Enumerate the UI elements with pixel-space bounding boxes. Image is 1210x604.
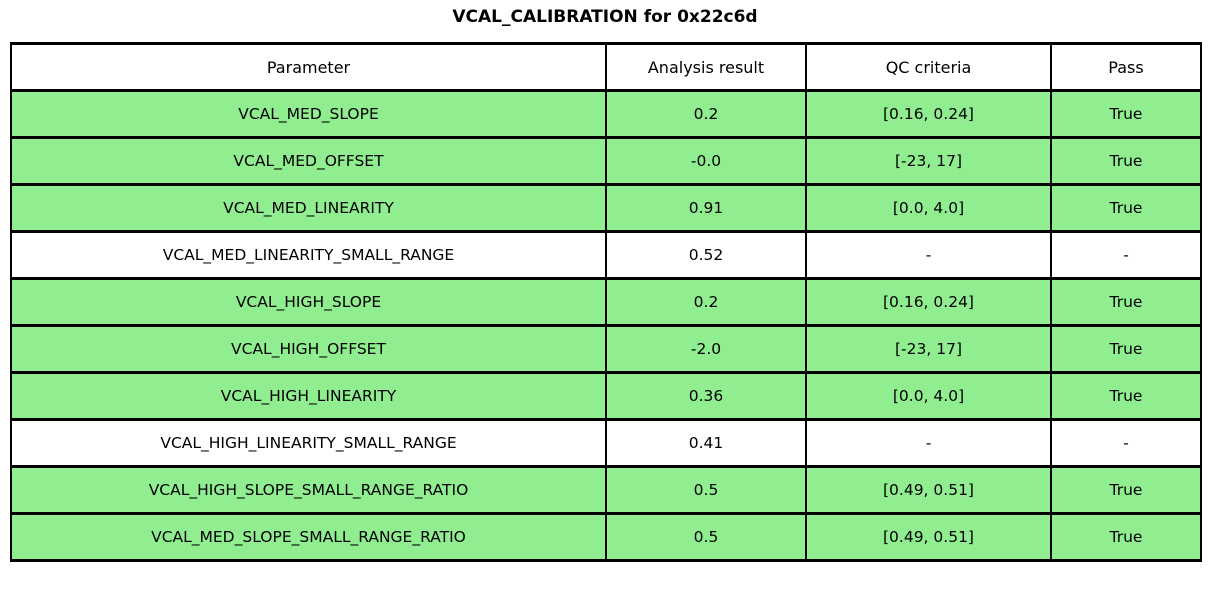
result-cell: 0.5 — [605, 465, 807, 515]
table-row: VCAL_HIGH_SLOPE_SMALL_RANGE_RATIO 0.5 [0… — [10, 465, 1202, 515]
criteria-cell: [-23, 17] — [805, 136, 1052, 186]
table-row: VCAL_HIGH_OFFSET -2.0 [-23, 17] True — [10, 324, 1202, 374]
pass-cell: - — [1050, 230, 1202, 280]
criteria-cell: [-23, 17] — [805, 324, 1052, 374]
table-row: VCAL_MED_LINEARITY 0.91 [0.0, 4.0] True — [10, 183, 1202, 233]
criteria-cell: [0.16, 0.24] — [805, 277, 1052, 327]
pass-cell: True — [1050, 277, 1202, 327]
criteria-cell: [0.0, 4.0] — [805, 371, 1052, 421]
parameter-cell: VCAL_MED_LINEARITY — [10, 183, 607, 233]
table-row: VCAL_HIGH_LINEARITY_SMALL_RANGE 0.41 - - — [10, 418, 1202, 468]
parameter-cell: VCAL_HIGH_LINEARITY_SMALL_RANGE — [10, 418, 607, 468]
criteria-cell: - — [805, 418, 1052, 468]
pass-cell: True — [1050, 183, 1202, 233]
result-cell: -2.0 — [605, 324, 807, 374]
parameter-cell: VCAL_MED_SLOPE — [10, 89, 607, 139]
pass-cell: True — [1050, 324, 1202, 374]
criteria-cell: [0.49, 0.51] — [805, 465, 1052, 515]
table-row: VCAL_MED_SLOPE_SMALL_RANGE_RATIO 0.5 [0.… — [10, 512, 1202, 562]
result-cell: 0.91 — [605, 183, 807, 233]
parameter-cell: VCAL_MED_OFFSET — [10, 136, 607, 186]
header-pass: Pass — [1050, 42, 1202, 92]
parameter-cell: VCAL_HIGH_OFFSET — [10, 324, 607, 374]
pass-cell: True — [1050, 89, 1202, 139]
parameter-cell: VCAL_HIGH_SLOPE — [10, 277, 607, 327]
result-cell: 0.52 — [605, 230, 807, 280]
table-row: VCAL_MED_SLOPE 0.2 [0.16, 0.24] True — [10, 89, 1202, 139]
table-header-row: Parameter Analysis result QC criteria Pa… — [10, 42, 1202, 92]
parameter-cell: VCAL_HIGH_LINEARITY — [10, 371, 607, 421]
qc-results-table: Parameter Analysis result QC criteria Pa… — [10, 42, 1202, 562]
table-row: VCAL_HIGH_LINEARITY 0.36 [0.0, 4.0] True — [10, 371, 1202, 421]
parameter-cell: VCAL_MED_LINEARITY_SMALL_RANGE — [10, 230, 607, 280]
pass-cell: True — [1050, 465, 1202, 515]
pass-cell: - — [1050, 418, 1202, 468]
result-cell: 0.2 — [605, 89, 807, 139]
header-parameter: Parameter — [10, 42, 607, 92]
criteria-cell: - — [805, 230, 1052, 280]
pass-cell: True — [1050, 371, 1202, 421]
pass-cell: True — [1050, 136, 1202, 186]
page-title: VCAL_CALIBRATION for 0x22c6d — [452, 7, 758, 27]
result-cell: 0.36 — [605, 371, 807, 421]
result-cell: -0.0 — [605, 136, 807, 186]
table-row: VCAL_HIGH_SLOPE 0.2 [0.16, 0.24] True — [10, 277, 1202, 327]
parameter-cell: VCAL_MED_SLOPE_SMALL_RANGE_RATIO — [10, 512, 607, 562]
criteria-cell: [0.16, 0.24] — [805, 89, 1052, 139]
criteria-cell: [0.0, 4.0] — [805, 183, 1052, 233]
table-row: VCAL_MED_OFFSET -0.0 [-23, 17] True — [10, 136, 1202, 186]
header-analysis-result: Analysis result — [605, 42, 807, 92]
result-cell: 0.41 — [605, 418, 807, 468]
criteria-cell: [0.49, 0.51] — [805, 512, 1052, 562]
result-cell: 0.5 — [605, 512, 807, 562]
parameter-cell: VCAL_HIGH_SLOPE_SMALL_RANGE_RATIO — [10, 465, 607, 515]
result-cell: 0.2 — [605, 277, 807, 327]
pass-cell: True — [1050, 512, 1202, 562]
table-row: VCAL_MED_LINEARITY_SMALL_RANGE 0.52 - - — [10, 230, 1202, 280]
header-qc-criteria: QC criteria — [805, 42, 1052, 92]
